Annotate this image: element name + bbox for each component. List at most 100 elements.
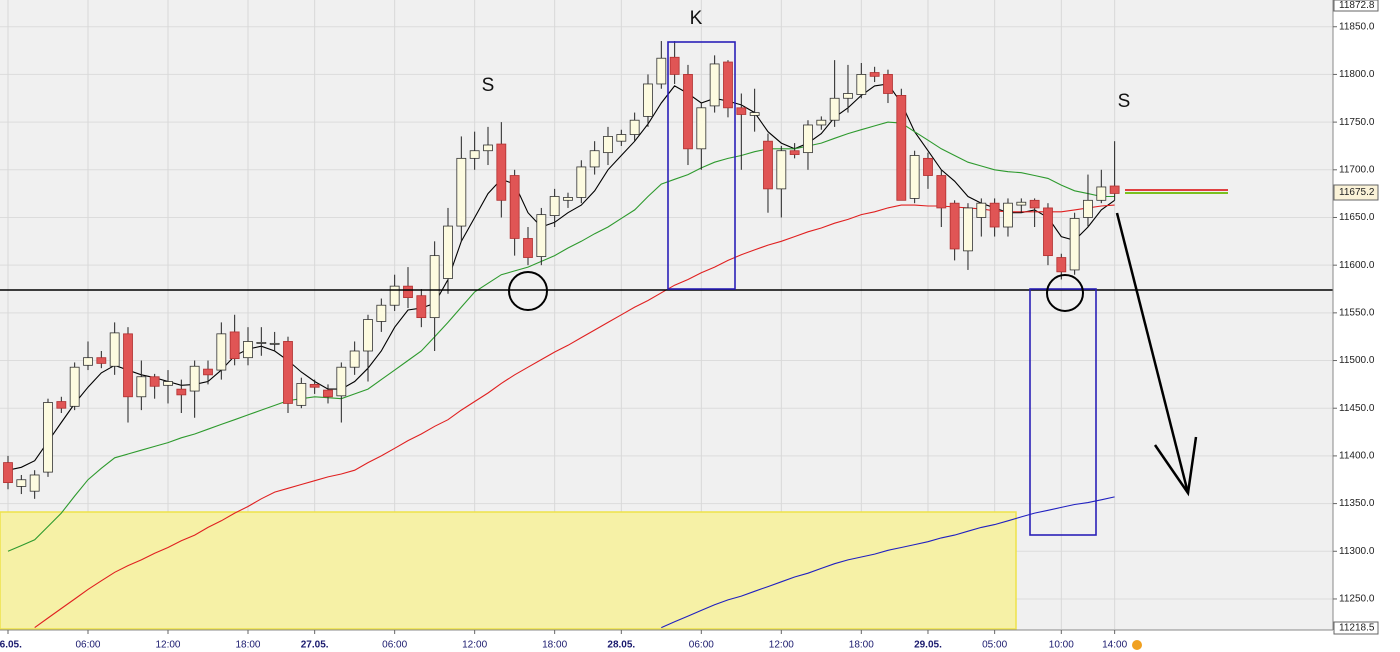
y-tick-label: 11250.0 (1339, 594, 1375, 605)
y-tick-label: 11300.0 (1339, 546, 1375, 557)
candle-body (1096, 186, 1107, 201)
annotation: S (1118, 91, 1131, 112)
y-tick-label: 11500.0 (1339, 355, 1375, 366)
candle-body (736, 107, 747, 115)
x-tick-label: 12:00 (155, 640, 180, 651)
candle-body (443, 225, 453, 279)
candle-body (563, 197, 573, 201)
candle-body (536, 214, 547, 257)
candle-body (1109, 185, 1120, 194)
candle-body (309, 383, 320, 388)
candle-body (896, 95, 907, 201)
candle-body (1056, 257, 1067, 273)
x-tick-label: 10:00 (1049, 640, 1074, 651)
candle-body (1029, 199, 1040, 209)
candle-body (389, 285, 400, 306)
x-tick-label: 05:00 (982, 640, 1007, 651)
candle-body (576, 166, 587, 198)
candle-body (843, 93, 853, 99)
x-tick-label: 18:00 (235, 640, 260, 651)
candle-body (883, 74, 893, 94)
y-tick-label: 11400.0 (1339, 451, 1375, 462)
candle-body (229, 331, 240, 360)
candle-body (643, 83, 653, 117)
x-tick-label: 12:00 (462, 640, 487, 651)
candle-body (603, 136, 613, 154)
candle-body (523, 238, 533, 258)
candle-body (163, 381, 173, 386)
candle-body (403, 285, 413, 298)
candle-body (376, 304, 387, 322)
candle-body (349, 350, 360, 368)
candle-body (456, 157, 467, 227)
candle-body (509, 175, 520, 239)
candle-body (749, 112, 760, 116)
candle-body (216, 333, 227, 371)
candle-body (96, 357, 107, 364)
y-tick-label: 11800.0 (1339, 69, 1375, 80)
candle-body (776, 150, 787, 190)
price-box (1333, 184, 1379, 201)
candle-body (723, 61, 733, 109)
candle-body (629, 119, 640, 135)
candle-body (763, 140, 773, 190)
candle-body (989, 202, 1000, 228)
candle-body (616, 134, 627, 142)
ylim-box (1333, 621, 1379, 635)
candle-body (149, 376, 160, 387)
candle-body (1043, 207, 1053, 257)
candle-body (1069, 218, 1080, 271)
y-tick-label: 11350.0 (1339, 498, 1375, 509)
clock-icon (1132, 640, 1142, 650)
target-box (1029, 288, 1097, 536)
candle-body (109, 332, 120, 367)
candle-body (709, 63, 720, 107)
candle-body (336, 366, 347, 397)
x-tick-label: 06:00 (689, 640, 714, 651)
candle-body (56, 401, 67, 409)
candle-body (256, 342, 267, 344)
candle-body (296, 383, 307, 406)
candle-body (549, 196, 560, 216)
candle-body (429, 255, 440, 319)
candle-body (83, 357, 93, 366)
arrow-head (1153, 436, 1198, 497)
y-tick-label: 11450.0 (1339, 403, 1375, 414)
candle-body (856, 74, 867, 95)
x-tick-label: 27.05. (301, 640, 329, 651)
candle-body (3, 462, 13, 484)
arrow-shaft (1115, 212, 1190, 494)
candle-body (269, 342, 280, 345)
annotation: K (690, 8, 703, 29)
x-tick-label: 06:00 (75, 640, 100, 651)
y-tick-label: 11550.0 (1339, 307, 1375, 318)
candle-body (136, 376, 147, 398)
candle-body (243, 341, 253, 359)
candle-body (29, 474, 40, 492)
y-tick-label: 11700.0 (1339, 164, 1375, 175)
candle-body (963, 207, 973, 252)
candle-body (656, 57, 667, 85)
candle-body (1003, 202, 1013, 228)
candle-body (123, 333, 133, 398)
highlight-zone (0, 511, 1017, 630)
ma-line (661, 496, 1115, 629)
candle-body (789, 150, 800, 155)
candle-body (483, 144, 493, 152)
last-price-label: 11675.2 (1339, 187, 1375, 198)
x-tick-label: 29.05. (914, 640, 942, 651)
candle-body (803, 124, 813, 154)
candle-body (469, 150, 480, 159)
candle-body (189, 365, 200, 392)
candle-body (1083, 199, 1093, 218)
circle-marker (508, 271, 548, 311)
candle-body (496, 143, 507, 201)
y-tick-label: 11750.0 (1339, 117, 1375, 128)
x-tick-label: 18:00 (849, 640, 874, 651)
candle-body (869, 72, 880, 77)
ylim-label: 11218.5 (1339, 623, 1375, 634)
indicator-lines (7, 83, 1115, 629)
axis-background (1333, 0, 1400, 652)
x-tick-label: 26.05. (0, 640, 22, 651)
